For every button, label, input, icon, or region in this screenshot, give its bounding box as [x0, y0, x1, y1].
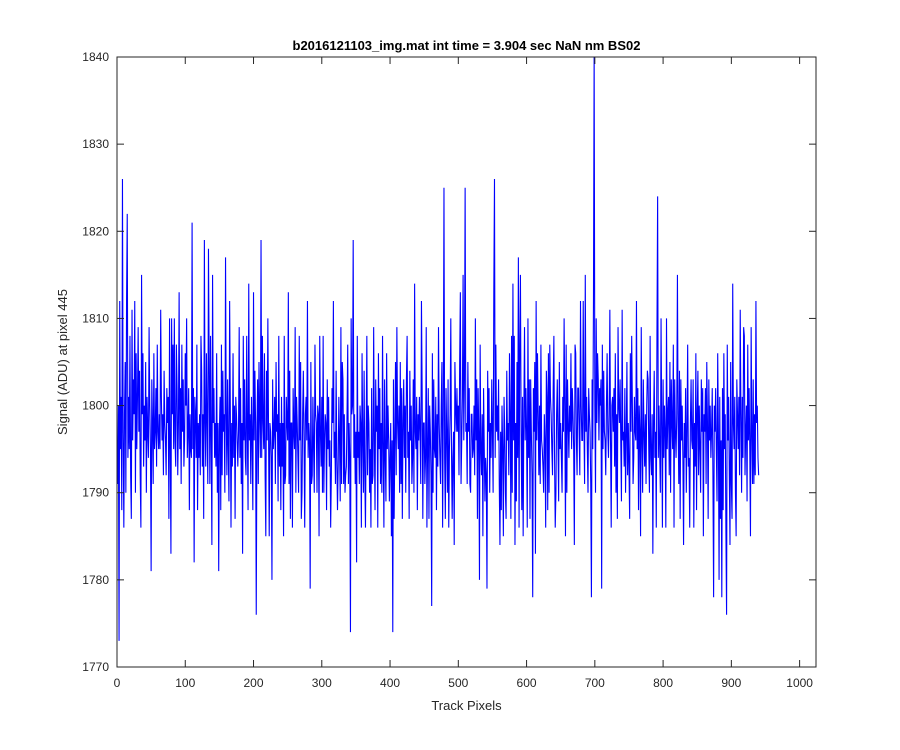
series-line-0 — [117, 57, 760, 641]
y-axis-label: Signal (ADU) at pixel 445 — [55, 289, 70, 435]
x-tick-label: 0 — [114, 676, 121, 690]
y-tick-label: 1800 — [82, 399, 109, 413]
y-tick-label: 1820 — [82, 224, 109, 238]
y-tick-label: 1830 — [82, 137, 109, 151]
x-axis-label: Track Pixels — [431, 698, 502, 713]
y-tick-label: 1790 — [82, 486, 109, 500]
x-tick-label: 400 — [380, 676, 400, 690]
y-tick-label: 1780 — [82, 573, 109, 587]
series-layer — [117, 57, 760, 641]
x-tick-label: 300 — [312, 676, 332, 690]
chart-title: b2016121103_img.mat int time = 3.904 sec… — [293, 38, 641, 53]
x-tick-label: 600 — [517, 676, 537, 690]
axes-box — [116, 56, 817, 668]
axes-layer: 0 100 200 300 400 500 600 700 800 900 1000 1770 1780… — [82, 50, 817, 690]
x-tick-label: 500 — [448, 676, 468, 690]
x-tick-label: 100 — [175, 676, 195, 690]
x-tick-label: 1000 — [786, 676, 813, 690]
y-tick-label: 1770 — [82, 660, 109, 674]
x-tick-label: 900 — [721, 676, 741, 690]
y-tick-label: 1810 — [82, 311, 109, 325]
x-tick-label: 700 — [585, 676, 605, 690]
y-tick-label: 1840 — [82, 50, 109, 64]
x-tick-label: 800 — [653, 676, 673, 690]
x-tick-label: 200 — [244, 676, 264, 690]
